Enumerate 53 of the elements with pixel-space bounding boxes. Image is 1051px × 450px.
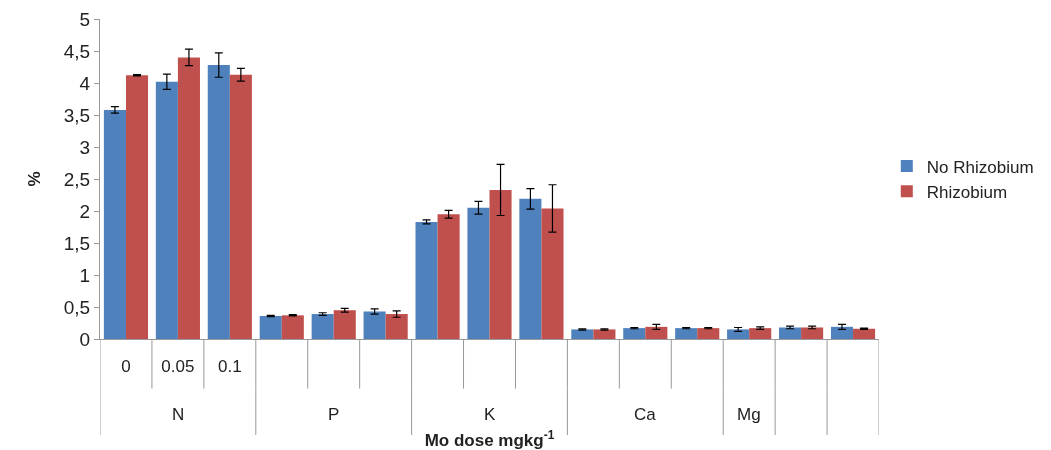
y-tick-label: 2,5 [63,168,91,190]
x-axis-title: Mo dose mgkg$^{-1}$ [424,427,555,450]
text: P [328,405,340,424]
bar [623,328,646,339]
y-tick-label: 1,5 [63,232,91,254]
bar [727,329,750,339]
bar [779,327,802,339]
legend-label: Rhizobium [926,182,1008,202]
bar [155,81,178,339]
y-tick-label: 1 [79,264,91,286]
bar [415,221,438,339]
text: Mg [737,405,761,424]
bar [177,57,200,339]
legend-label: No Rhizobium [926,157,1034,177]
bar [437,214,460,339]
x-tick-label: 0.05 [161,357,195,377]
bar [363,311,386,339]
y-tick-label: 3 [79,136,91,158]
bar [207,65,230,339]
y-tick-label: 3,5 [63,104,91,126]
bar [333,310,356,339]
text: N [172,405,185,424]
bar [801,327,824,339]
bar [519,198,542,339]
x-tick-label: 0.1 [218,357,242,377]
bar [311,314,334,339]
bar [593,329,616,339]
bar [749,328,772,339]
bar [489,189,512,339]
y-tick-label: 0 [79,328,91,350]
bar [125,75,149,339]
bar [259,315,282,339]
text: K [484,405,496,424]
y-tick-label: 0,5 [63,296,91,318]
bar [385,314,408,339]
y-axis-title: % [25,171,45,187]
bar [281,315,304,339]
y-tick-label: 4,5 [63,40,91,62]
bar [675,328,698,339]
bar [830,326,854,339]
y-tick-label: 2 [79,200,91,222]
bar [645,326,668,339]
bar [571,329,594,339]
bar [541,208,564,339]
bar [853,328,876,339]
y-tick-label: 5 [79,8,91,30]
bar [229,74,252,339]
y-tick-label: 4 [79,72,91,94]
text: Ca [634,405,657,424]
bar [697,328,720,339]
bar [103,109,126,339]
x-tick-label: 0 [121,357,131,377]
bar [467,207,490,339]
